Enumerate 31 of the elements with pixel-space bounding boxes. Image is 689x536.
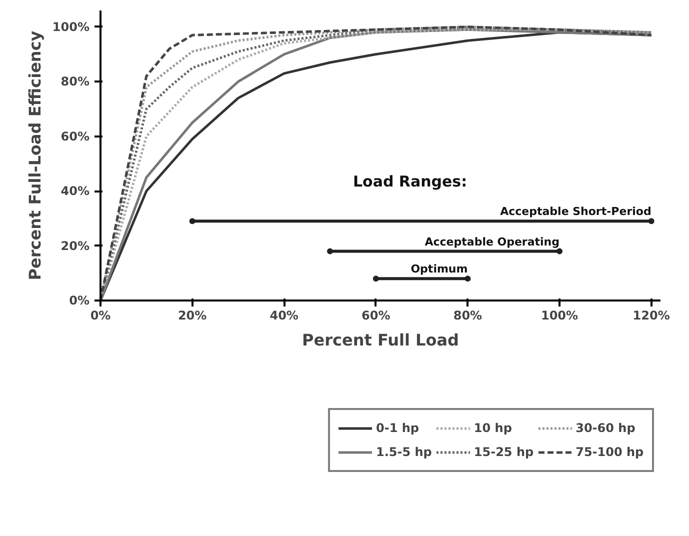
legend-label: 30-60 hp xyxy=(576,421,636,435)
y-tick-label: 20% xyxy=(60,238,90,253)
annotation: Load Ranges: xyxy=(352,172,468,190)
y-tick-label: 80% xyxy=(60,74,90,89)
y-tick-label: 0% xyxy=(69,294,90,308)
y-axis-title: Percent Full-Load Efficiency xyxy=(25,30,44,280)
y-tick-label: 100% xyxy=(52,20,90,34)
x-tick-label: 40% xyxy=(270,308,298,322)
x-tick-label: 0% xyxy=(90,308,111,322)
series-label: Acceptable Short-Period xyxy=(500,205,652,218)
point xyxy=(464,276,471,282)
x-tick-label: 60% xyxy=(362,308,390,322)
legend-label: 0-1 hp xyxy=(376,421,419,435)
y-tick-label: 40% xyxy=(60,184,90,198)
series-label: Optimum xyxy=(410,262,468,276)
point xyxy=(556,248,563,254)
x-tick-label: 100% xyxy=(540,308,578,322)
x-tick-label: 20% xyxy=(178,308,207,322)
legend-label: 75-100 hp xyxy=(576,445,644,459)
y-tick-label: 60% xyxy=(60,129,90,144)
x-tick-label: 120% xyxy=(632,308,670,322)
point xyxy=(189,218,196,224)
x-tick-label: 80% xyxy=(453,308,482,322)
point xyxy=(372,276,379,282)
x-axis-title: Percent Full Load xyxy=(302,330,459,350)
legend-label: 1.5-5 hp xyxy=(376,445,432,459)
legend-label: 10 hp xyxy=(474,421,512,435)
point xyxy=(648,218,654,224)
series-label: Acceptable Operating xyxy=(424,235,560,248)
legend-label: 15-25 hp xyxy=(474,445,534,459)
point xyxy=(327,248,334,254)
